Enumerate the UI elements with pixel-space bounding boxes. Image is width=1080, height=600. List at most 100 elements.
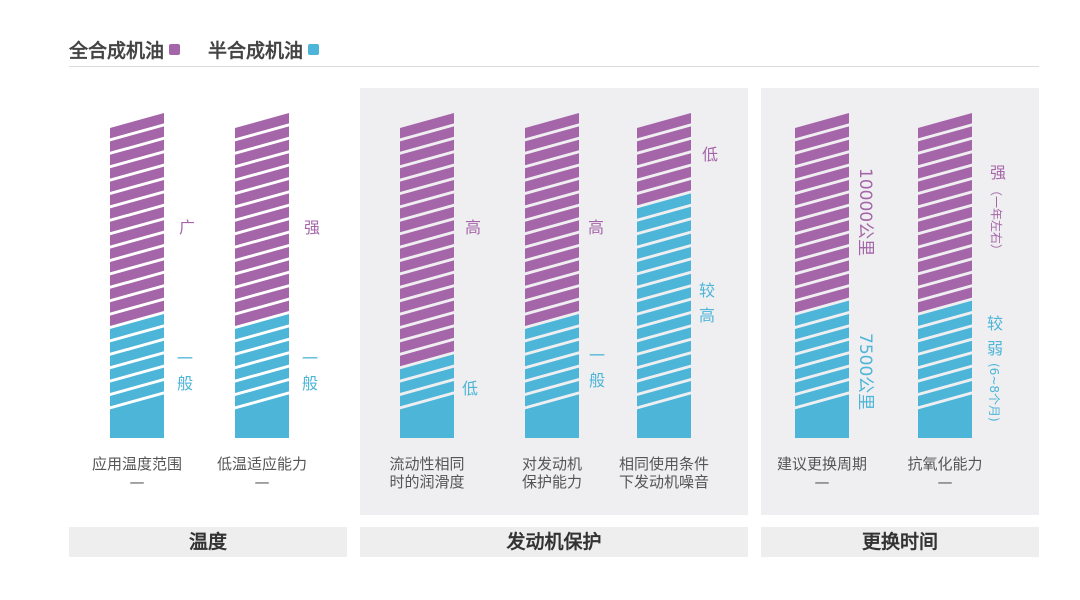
- caption-line: 抗氧化能力: [907, 455, 983, 473]
- segment-semi-synthetic: [795, 367, 849, 393]
- segment-full-synthetic: [918, 273, 972, 300]
- label-full: 广: [178, 218, 195, 237]
- legend-swatch-full: [169, 44, 181, 55]
- segment-full-synthetic: [235, 233, 289, 259]
- section-engine-protection: 发动机保护: [360, 527, 748, 557]
- label-full: 高: [464, 218, 481, 237]
- segment-full-synthetic: [235, 153, 289, 179]
- segment-full-synthetic: [110, 180, 164, 206]
- segment-full-synthetic: [525, 260, 579, 286]
- segment-semi-synthetic: [235, 354, 289, 380]
- segment-full-synthetic: [637, 126, 691, 152]
- label-full: 高: [587, 218, 604, 237]
- segment-semi-synthetic: [110, 314, 164, 340]
- segment-full-synthetic: [918, 193, 972, 219]
- bar-5: [795, 113, 849, 438]
- caption-line: 流动性相同: [389, 455, 465, 473]
- segment-full-synthetic: [110, 126, 164, 152]
- legend-label-semi: 半合成机油: [208, 40, 304, 62]
- segment-semi-synthetic: [918, 327, 972, 353]
- segment-full-synthetic: [525, 126, 579, 152]
- segment-full-synthetic: [525, 206, 579, 233]
- segment-full-synthetic: [795, 113, 849, 139]
- segment-full-synthetic: [235, 220, 289, 246]
- segment-full-synthetic: [400, 314, 454, 340]
- segment-full-synthetic: [918, 126, 972, 152]
- segment-semi-synthetic: [235, 340, 289, 367]
- bar-caption: 低温适应能力 —: [187, 455, 337, 491]
- segment-semi-synthetic: [795, 354, 849, 380]
- segment-full-synthetic: [918, 139, 972, 166]
- segment-full-synthetic: [525, 113, 579, 139]
- segment-full-synthetic: [400, 233, 454, 259]
- segment-full-synthetic: [525, 193, 579, 219]
- segment-semi-synthetic: [637, 381, 691, 407]
- segment-full-synthetic: [525, 273, 579, 300]
- segment-full-synthetic: [918, 153, 972, 179]
- segment-full-synthetic: [110, 113, 164, 139]
- caption-line: 低温适应能力: [216, 455, 307, 473]
- segment-semi-synthetic: [637, 260, 691, 286]
- caption-line: —: [814, 473, 830, 491]
- segment-full-synthetic: [918, 180, 972, 206]
- segment-full-synthetic: [637, 153, 691, 179]
- label-semi: 一般: [301, 349, 318, 393]
- segment-full-synthetic: [795, 126, 849, 152]
- segment-full-synthetic: [795, 166, 849, 192]
- segment-full-synthetic: [795, 247, 849, 273]
- segment-full-synthetic: [235, 126, 289, 152]
- segment-semi-synthetic: [637, 273, 691, 300]
- segment-full-synthetic: [110, 206, 164, 233]
- label-semi: 较弱: [986, 314, 1003, 358]
- bar-caption: 建议更换周期 —: [747, 455, 897, 491]
- segment-full-synthetic: [110, 193, 164, 219]
- segment-full-synthetic: [525, 300, 579, 326]
- segment-semi-synthetic: [795, 394, 849, 438]
- segment-full-synthetic: [400, 153, 454, 179]
- legend-label-full: 全合成机油: [69, 40, 165, 62]
- segment-full-synthetic: [400, 247, 454, 273]
- caption-line: 时的润滑度: [389, 473, 465, 491]
- segment-full-synthetic: [918, 287, 972, 313]
- bar-caption: 流动性相同 时的润滑度: [352, 455, 502, 491]
- segment-full-synthetic: [525, 287, 579, 313]
- segment-semi-synthetic: [525, 381, 579, 407]
- segment-semi-synthetic: [110, 394, 164, 438]
- caption-line: —: [129, 473, 145, 491]
- section-temperature: 温度: [69, 527, 347, 557]
- legend-swatch-semi: [308, 44, 320, 55]
- segment-semi-synthetic: [637, 247, 691, 273]
- segment-semi-synthetic: [525, 394, 579, 438]
- segment-full-synthetic: [400, 260, 454, 286]
- caption-line: 建议更换周期: [776, 455, 867, 473]
- segment-full-synthetic: [918, 247, 972, 273]
- segment-semi-synthetic: [235, 327, 289, 353]
- segment-semi-synthetic: [795, 300, 849, 326]
- bar-4: [637, 113, 691, 438]
- segment-full-synthetic: [400, 126, 454, 152]
- segment-full-synthetic: [235, 139, 289, 166]
- segment-semi-synthetic: [918, 381, 972, 407]
- divider: [69, 66, 1039, 67]
- label-semi-note: (6~8个月): [987, 363, 1001, 422]
- segment-semi-synthetic: [110, 340, 164, 367]
- segment-semi-synthetic: [110, 367, 164, 393]
- segment-full-synthetic: [795, 139, 849, 166]
- segment-full-synthetic: [525, 153, 579, 179]
- bar-6: [918, 113, 972, 438]
- caption-line: 保护能力: [521, 473, 582, 491]
- segment-semi-synthetic: [525, 340, 579, 367]
- label-full: 10000公里: [855, 168, 875, 257]
- label-semi: 较高: [698, 281, 715, 325]
- segment-full-synthetic: [795, 220, 849, 246]
- segment-semi-synthetic: [637, 394, 691, 438]
- segment-semi-synthetic: [918, 300, 972, 326]
- segment-full-synthetic: [795, 273, 849, 300]
- segment-full-synthetic: [400, 180, 454, 206]
- segment-full-synthetic: [918, 206, 972, 233]
- segment-full-synthetic: [400, 287, 454, 313]
- segment-semi-synthetic: [637, 354, 691, 380]
- segment-full-synthetic: [235, 273, 289, 300]
- segment-semi-synthetic: [110, 381, 164, 407]
- segment-semi-synthetic: [525, 327, 579, 353]
